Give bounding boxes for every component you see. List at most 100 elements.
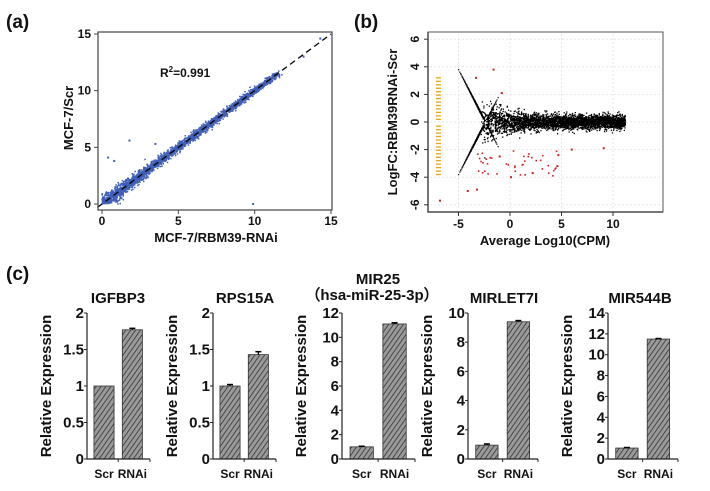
scatter-point (174, 148, 177, 150)
ma-point (509, 118, 512, 120)
scatter-point (225, 109, 227, 112)
ma-point (484, 126, 486, 129)
scatter-point (257, 84, 260, 87)
scatter-point (225, 113, 227, 116)
ma-point (563, 112, 565, 114)
ma-point (534, 127, 536, 129)
ma-point (507, 115, 509, 117)
scatter-point (174, 144, 177, 147)
scatter-point (115, 186, 117, 188)
ma-point (554, 111, 556, 113)
scatter-point (148, 165, 151, 168)
scatter-point (260, 82, 263, 85)
ma-point (517, 113, 519, 115)
ma-point (490, 130, 493, 132)
ma-point (547, 122, 549, 124)
ma-point (514, 130, 517, 132)
ma-point (537, 126, 540, 129)
scatter-point (175, 150, 177, 152)
scatter-point (193, 132, 196, 134)
scatter-point (235, 107, 238, 109)
ma-point (502, 136, 504, 138)
ma-point (500, 125, 502, 127)
scatter-point (115, 194, 117, 197)
ma-point (528, 128, 530, 130)
scatter-point (256, 90, 259, 93)
ma-point (495, 120, 497, 122)
ma-point (597, 125, 599, 127)
scatter-point (265, 77, 268, 80)
scatter-point (107, 195, 110, 197)
scatter-outlier (154, 142, 157, 145)
scatter-point (188, 137, 190, 140)
ma-point (573, 115, 575, 117)
scatter-point (217, 118, 220, 120)
ma-point (588, 130, 591, 133)
ma-point (553, 116, 555, 118)
ma-point (567, 125, 569, 127)
scatter-point (143, 170, 145, 173)
ma-point (514, 125, 516, 127)
scatter-point (253, 93, 255, 95)
ma-point (588, 115, 590, 117)
scatter-point (251, 94, 254, 97)
ma-point (523, 115, 525, 117)
ma-point (577, 126, 580, 128)
scatter-point (126, 190, 129, 193)
ma-point (485, 113, 487, 116)
ma-point (534, 124, 536, 126)
scatter-point (153, 159, 156, 162)
scatter-point (273, 78, 276, 80)
scatter-point (139, 176, 142, 178)
scatter-point (183, 139, 185, 141)
scatter-point (165, 157, 167, 160)
scatter-point (114, 201, 117, 203)
scatter-point (154, 162, 156, 165)
ma-point (520, 132, 522, 134)
scatter-point (217, 120, 220, 123)
ma-point (509, 120, 511, 122)
ma-plot-ylabel: LogFC:RBM39RNAi-Scr (385, 49, 400, 196)
ma-point (491, 116, 494, 118)
scatter-point (232, 110, 234, 112)
ma-point (522, 118, 524, 121)
y-tick-label: 10 (78, 84, 92, 98)
scatter-point (226, 108, 228, 111)
ma-point (496, 117, 498, 120)
ma-point (565, 128, 567, 130)
scatter-point (116, 186, 119, 188)
scatter-point (103, 200, 105, 202)
scatter-point (161, 161, 164, 163)
scatter-point (107, 191, 110, 194)
scatter-point (114, 188, 117, 191)
scatter-point (142, 171, 144, 174)
ma-point (484, 120, 486, 123)
scatter-point (124, 180, 127, 183)
ma-point (504, 115, 506, 117)
scatter-point (165, 156, 167, 159)
scatter-point (106, 194, 109, 197)
ma-point (611, 123, 614, 126)
ma-point (512, 119, 514, 122)
scatter-point (207, 122, 210, 125)
scatter-point (121, 192, 124, 194)
ma-point (499, 121, 501, 123)
ma-point (510, 116, 512, 118)
ma-point (527, 127, 529, 129)
ma-point (498, 129, 501, 131)
ma-point (550, 123, 552, 125)
scatter-point (138, 178, 140, 180)
scatter-point (143, 166, 146, 169)
scatter-point (138, 171, 141, 173)
ma-point (570, 118, 572, 120)
ma-point (487, 120, 490, 123)
ma-point (595, 128, 597, 130)
ma-point (619, 130, 621, 133)
ma-point (602, 113, 604, 115)
scatter-point (151, 164, 154, 166)
ma-point (529, 129, 531, 132)
scatter-point (119, 190, 121, 193)
ma-point (576, 121, 578, 123)
scatter-point (229, 110, 231, 113)
scatter-point (122, 198, 125, 201)
